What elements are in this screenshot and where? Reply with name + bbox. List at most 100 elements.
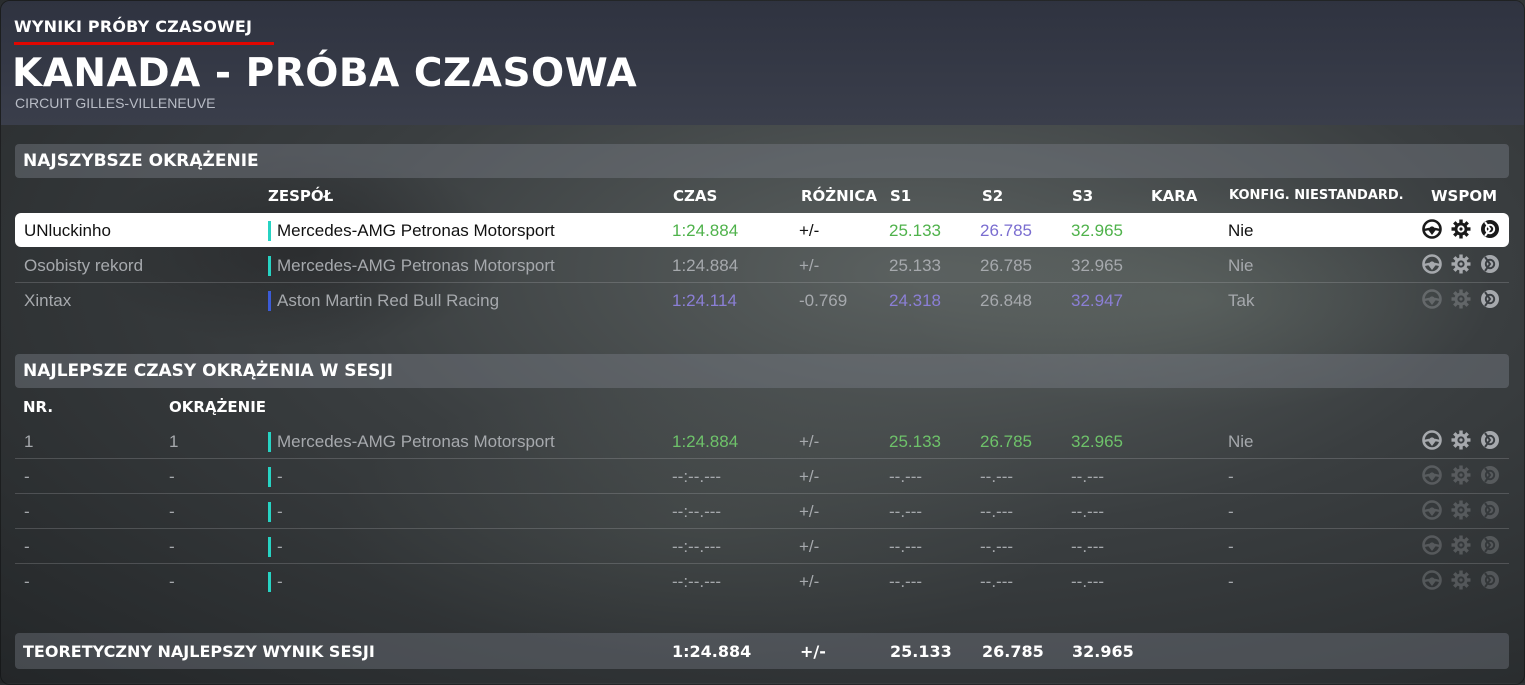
sector-3: --.---	[1071, 537, 1105, 556]
steering-assist-icon	[1421, 253, 1443, 275]
sector-1: --.---	[889, 502, 923, 521]
table-row[interactable]: UNluckinho Mercedes-AMG Petronas Motorsp…	[15, 213, 1509, 247]
brake-assist-icon	[1479, 499, 1501, 521]
brake-assist-icon	[1479, 253, 1501, 275]
custom-config: -	[1228, 502, 1234, 521]
sector-3: --.---	[1071, 572, 1105, 591]
sector-3: 32.965	[1071, 256, 1123, 275]
driver-name: Xintax	[24, 291, 72, 310]
gap: +/-	[799, 467, 820, 486]
lap-time: --:--.---	[672, 537, 722, 556]
sector-3: 32.965	[1071, 432, 1123, 451]
assists-icons	[1421, 218, 1507, 242]
team-name: -	[277, 502, 283, 521]
sector-2: --.---	[980, 572, 1014, 591]
lap-time: 1:24.884	[672, 256, 739, 275]
page-title: KANADA - PRÓBA CZASOWA	[12, 51, 638, 96]
lap-number: 1	[169, 432, 179, 451]
sector-2: --.---	[980, 537, 1014, 556]
table-row[interactable]: - - - --:--.--- +/- --.--- --.--- --.--- -	[15, 459, 1509, 494]
section-title: NAJLEPSZE CZASY OKRĄŻENIA W SESJI	[23, 361, 394, 381]
circuit-name: CIRCUIT GILLES-VILLENEUVE	[15, 95, 216, 111]
assists-icons	[1421, 464, 1507, 488]
team-color-bar	[268, 502, 271, 522]
breadcrumb-underline	[14, 42, 274, 45]
gear-assist-icon	[1450, 464, 1472, 486]
gear-assist-icon	[1450, 288, 1472, 310]
sector-3: --.---	[1071, 467, 1105, 486]
lap-number: -	[169, 467, 175, 486]
lap-rank: -	[24, 467, 30, 486]
assists-icons	[1421, 534, 1507, 558]
gap: +/-	[799, 537, 820, 556]
team-color-bar	[268, 256, 271, 276]
sector-2: --.---	[980, 502, 1014, 521]
team-color-bar	[268, 291, 271, 311]
gap: +/-	[799, 256, 820, 275]
table-row[interactable]: - - - --:--.--- +/- --.--- --.--- --.--- -	[15, 494, 1509, 529]
lap-time: --:--.---	[672, 502, 722, 521]
table-row[interactable]: 1 1 Mercedes-AMG Petronas Motorsport 1:24.8…	[15, 424, 1509, 459]
custom-config: Tak	[1228, 291, 1255, 310]
brake-assist-icon	[1479, 429, 1501, 451]
team-name: -	[277, 537, 283, 556]
brake-assist-icon	[1479, 288, 1501, 310]
breadcrumb: WYNIKI PRÓBY CZASOWEJ	[14, 17, 253, 36]
header: WYNIKI PRÓBY CZASOWEJ KANADA - PRÓBA CZA…	[1, 1, 1524, 125]
table-row[interactable]: Osobisty rekord Mercedes-AMG Petronas Mo…	[15, 248, 1509, 283]
sector-3: 32.947	[1071, 291, 1123, 310]
lap-time: 1:24.114	[672, 291, 737, 310]
team-color-bar	[268, 432, 271, 452]
sector-2: 26.785	[980, 256, 1032, 275]
theoretical-s1: 25.133	[890, 642, 952, 661]
sector-2: 26.785	[980, 221, 1032, 240]
team-color-bar	[268, 572, 271, 592]
assists-icons	[1421, 288, 1507, 312]
lap-rank: -	[24, 537, 30, 556]
gap: +/-	[799, 572, 820, 591]
team-name: Mercedes-AMG Petronas Motorsport	[277, 256, 555, 275]
col-config: KONFIG. NIESTANDARD.	[1229, 188, 1404, 203]
lap-number: -	[169, 537, 175, 556]
theoretical-s2: 26.785	[982, 642, 1044, 661]
brake-assist-icon	[1479, 534, 1501, 556]
steering-assist-icon	[1421, 464, 1443, 486]
assists-icons	[1421, 429, 1507, 453]
col-lap: OKRĄŻENIE	[169, 398, 267, 416]
sector-1: 24.318	[889, 291, 941, 310]
sector-3: 32.965	[1071, 221, 1123, 240]
table-row[interactable]: Xintax Aston Martin Red Bull Racing 1:24…	[15, 283, 1509, 317]
team-color-bar	[268, 537, 271, 557]
driver-name: Osobisty rekord	[24, 256, 144, 275]
table-row[interactable]: - - - --:--.--- +/- --.--- --.--- --.--- -	[15, 564, 1509, 598]
col-s2: S2	[982, 187, 1004, 205]
lap-rank: 1	[24, 432, 34, 451]
sector-2: --.---	[980, 467, 1014, 486]
col-diff: RÓŻNICA	[801, 187, 877, 205]
section-title: NAJSZYBSZE OKRĄŻENIE	[23, 151, 259, 171]
gap: +/-	[799, 432, 820, 451]
brake-assist-icon	[1479, 218, 1501, 240]
sector-1: 25.133	[889, 256, 941, 275]
gear-assist-icon	[1450, 218, 1472, 240]
custom-config: Nie	[1228, 256, 1254, 275]
team-name: Mercedes-AMG Petronas Motorsport	[277, 432, 555, 451]
sector-2: 26.848	[980, 291, 1032, 310]
steering-assist-icon	[1421, 288, 1443, 310]
fastest-lap-section-header: NAJSZYBSZE OKRĄŻENIE	[15, 144, 1509, 178]
lap-time: 1:24.884	[672, 221, 739, 240]
team-color-bar	[268, 467, 271, 487]
table-row[interactable]: - - - --:--.--- +/- --.--- --.--- --.--- -	[15, 529, 1509, 564]
sector-1: --.---	[889, 537, 923, 556]
lap-rank: -	[24, 502, 30, 521]
gear-assist-icon	[1450, 534, 1472, 556]
col-s3: S3	[1072, 187, 1094, 205]
sector-1: --.---	[889, 572, 923, 591]
session-best-section-header: NAJLEPSZE CZASY OKRĄŻENIA W SESJI	[15, 354, 1509, 388]
custom-config: -	[1228, 467, 1234, 486]
col-assists: WSPOM	[1431, 187, 1498, 205]
team-name: -	[277, 572, 283, 591]
custom-config: -	[1228, 537, 1234, 556]
lap-time: 1:24.884	[672, 432, 739, 451]
